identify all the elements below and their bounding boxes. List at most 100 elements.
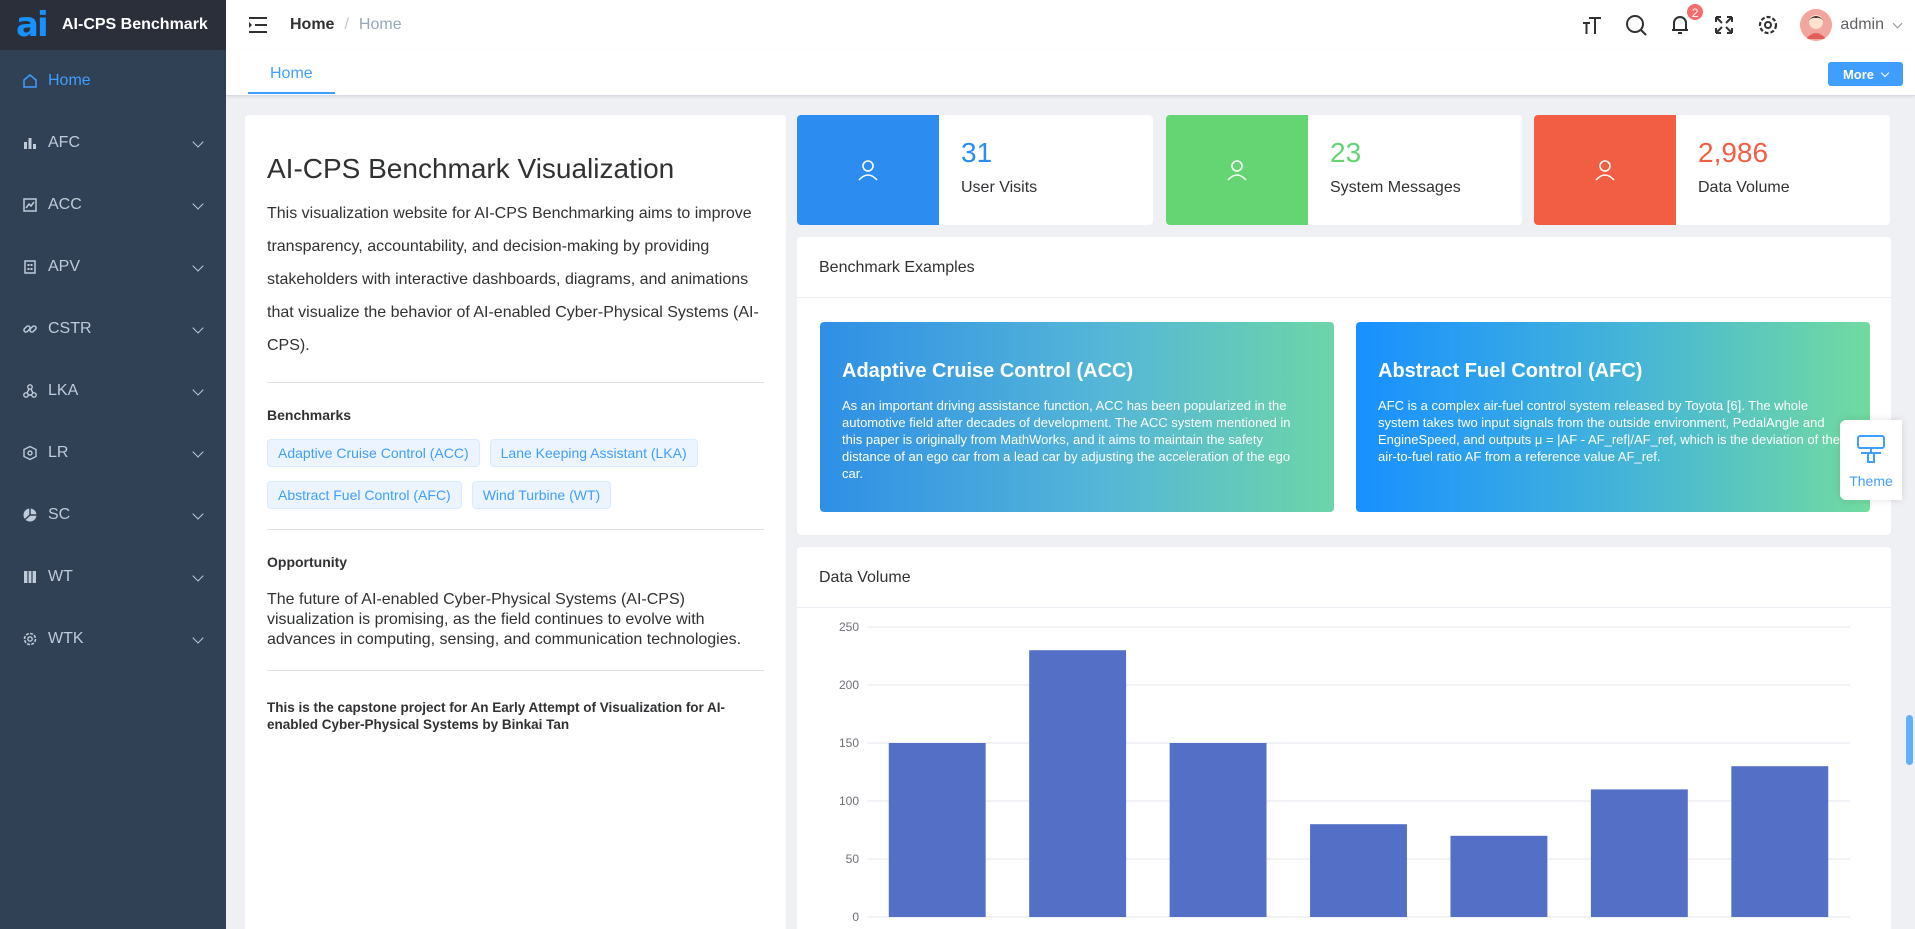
opportunity-text: The future of AI-enabled Cyber-Physical … xyxy=(267,591,742,648)
chevron-down-icon xyxy=(192,446,204,458)
example-title: Abstract Fuel Control (AFC) xyxy=(1378,360,1643,382)
bar-chart-icon xyxy=(22,135,38,151)
benchmark-tag-afc[interactable]: Abstract Fuel Control (AFC) xyxy=(267,481,462,509)
theme-label: Theme xyxy=(1849,473,1893,489)
y-tick-label: 100 xyxy=(839,794,859,808)
example-afc[interactable]: Abstract Fuel Control (AFC) AFC is a com… xyxy=(1356,322,1870,512)
breadcrumb-item-home[interactable]: Home xyxy=(290,16,335,33)
y-tick-label: 250 xyxy=(839,620,859,634)
intro-card: AI-CPS Benchmark Visualization This visu… xyxy=(245,115,786,929)
chart-bar[interactable] xyxy=(1590,789,1688,917)
chart-bar[interactable] xyxy=(1450,835,1548,917)
chevron-down-icon xyxy=(1892,18,1903,28)
chart-bar[interactable] xyxy=(1310,824,1407,917)
sidebar-item-label: WTK xyxy=(48,630,84,647)
logo[interactable]: ai AI-CPS Benchmark xyxy=(0,0,226,50)
card-heading: Data Volume xyxy=(797,547,1891,608)
chevron-down-icon xyxy=(1880,68,1890,77)
example-title: Adaptive Cruise Control (ACC) xyxy=(842,360,1134,382)
chevron-down-icon xyxy=(192,384,204,396)
sidebar-item-label: APV xyxy=(48,258,81,275)
app-title: AI-CPS Benchmark xyxy=(62,16,208,33)
benchmark-tag-lka[interactable]: Lane Keeping Assistant (LKA) xyxy=(489,439,698,467)
sidebar-item-lr[interactable]: LR xyxy=(0,422,226,484)
chevron-down-icon xyxy=(192,632,204,644)
divider xyxy=(267,670,764,671)
user-menu[interactable]: admin xyxy=(1800,9,1903,41)
stat-label: Data Volume xyxy=(1698,179,1790,196)
tab-home[interactable]: Home xyxy=(248,50,335,94)
sidebar-item-lka[interactable]: LKA xyxy=(0,360,226,422)
avatar xyxy=(1800,9,1833,41)
sidebar-item-wtk[interactable]: WTK xyxy=(0,608,226,670)
sidebar-item-wt[interactable]: WT xyxy=(0,546,226,608)
capstone-note: This is the capstone project for An Earl… xyxy=(267,700,726,732)
sidebar-item-apv[interactable]: APV xyxy=(0,236,226,298)
user-icon xyxy=(797,115,939,225)
chevron-down-icon xyxy=(192,198,204,210)
home-icon xyxy=(22,73,38,89)
link-icon xyxy=(22,321,38,337)
sidebar-item-acc[interactable]: ACC xyxy=(0,174,226,236)
scrollbar-thumb[interactable] xyxy=(1906,715,1913,765)
sidebar-item-label: WT xyxy=(48,568,73,585)
fullscreen-icon[interactable] xyxy=(1712,13,1736,37)
stat-value: 23 xyxy=(1330,137,1362,168)
user-icon xyxy=(1166,115,1308,225)
stat-user-visits[interactable]: 31 User Visits xyxy=(797,115,1153,225)
opportunity-heading: Opportunity xyxy=(267,554,348,570)
building-icon xyxy=(22,259,38,275)
divider xyxy=(267,529,764,530)
stat-value: 31 xyxy=(961,137,993,168)
y-tick-label: 200 xyxy=(839,678,859,692)
sidebar-item-home[interactable]: Home xyxy=(0,50,226,112)
stat-data-volume[interactable]: 2,986 Data Volume xyxy=(1534,115,1890,225)
hamburger-icon[interactable] xyxy=(246,13,270,37)
benchmark-tag-wt[interactable]: Wind Turbine (WT) xyxy=(471,481,612,509)
breadcrumb: Home / Home xyxy=(290,16,402,34)
chevron-down-icon xyxy=(192,260,204,272)
example-text: As an important driving assistance funct… xyxy=(842,398,1291,481)
y-tick-label: 50 xyxy=(846,852,860,866)
example-acc[interactable]: Adaptive Cruise Control (ACC) As an impo… xyxy=(820,322,1334,512)
font-size-icon[interactable] xyxy=(1580,13,1604,37)
tag-icon xyxy=(22,445,38,461)
user-icon xyxy=(1534,115,1676,225)
stat-system-messages[interactable]: 23 System Messages xyxy=(1166,115,1522,225)
search-icon[interactable] xyxy=(1624,13,1648,37)
logo-mark-icon: ai xyxy=(16,5,49,45)
benchmark-tag-acc[interactable]: Adaptive Cruise Control (ACC) xyxy=(267,439,480,467)
breadcrumb-separator: / xyxy=(344,16,349,33)
bell-icon[interactable]: 2 xyxy=(1668,3,1705,37)
page-title: AI-CPS Benchmark Visualization xyxy=(267,153,675,184)
username: admin xyxy=(1840,16,1884,33)
example-text: AFC is a complex air-fuel control system… xyxy=(1378,398,1840,464)
data-volume-card: Data Volume 250 200 150 100 50 0 xyxy=(797,547,1891,929)
more-button[interactable]: More xyxy=(1828,62,1903,86)
sidebar-item-label: ACC xyxy=(48,196,82,213)
gear-icon xyxy=(22,631,38,647)
chart-bar[interactable] xyxy=(1029,650,1127,917)
y-tick-label: 0 xyxy=(852,910,859,924)
sidebar-item-label: LR xyxy=(48,444,69,461)
sidebar-item-afc[interactable]: AFC xyxy=(0,112,226,174)
y-tick-label: 150 xyxy=(839,736,859,750)
chevron-down-icon xyxy=(192,322,204,334)
benchmarks-heading: Benchmarks xyxy=(267,407,352,423)
tags-view: Home More xyxy=(226,50,1915,96)
sidebar-item-sc[interactable]: SC xyxy=(0,484,226,546)
sidebar-menu: Home AFC ACC APV CSTR xyxy=(0,50,226,670)
sidebar-item-cstr[interactable]: CSTR xyxy=(0,298,226,360)
intro-description: This visualization website for AI-CPS Be… xyxy=(267,205,759,354)
pie-icon xyxy=(22,507,38,523)
stat-label: System Messages xyxy=(1330,179,1461,196)
breadcrumb-item-current: Home xyxy=(358,16,402,33)
settings-icon[interactable] xyxy=(1756,13,1780,37)
chart-bar[interactable] xyxy=(888,743,986,917)
chart-bar[interactable] xyxy=(1731,766,1829,917)
benchmark-examples-card: Benchmark Examples Adaptive Cruise Contr… xyxy=(797,237,1891,535)
chevron-down-icon xyxy=(192,570,204,582)
book-icon xyxy=(22,569,38,585)
theme-button[interactable]: Theme xyxy=(1840,420,1902,500)
chart-bar[interactable] xyxy=(1169,743,1267,917)
